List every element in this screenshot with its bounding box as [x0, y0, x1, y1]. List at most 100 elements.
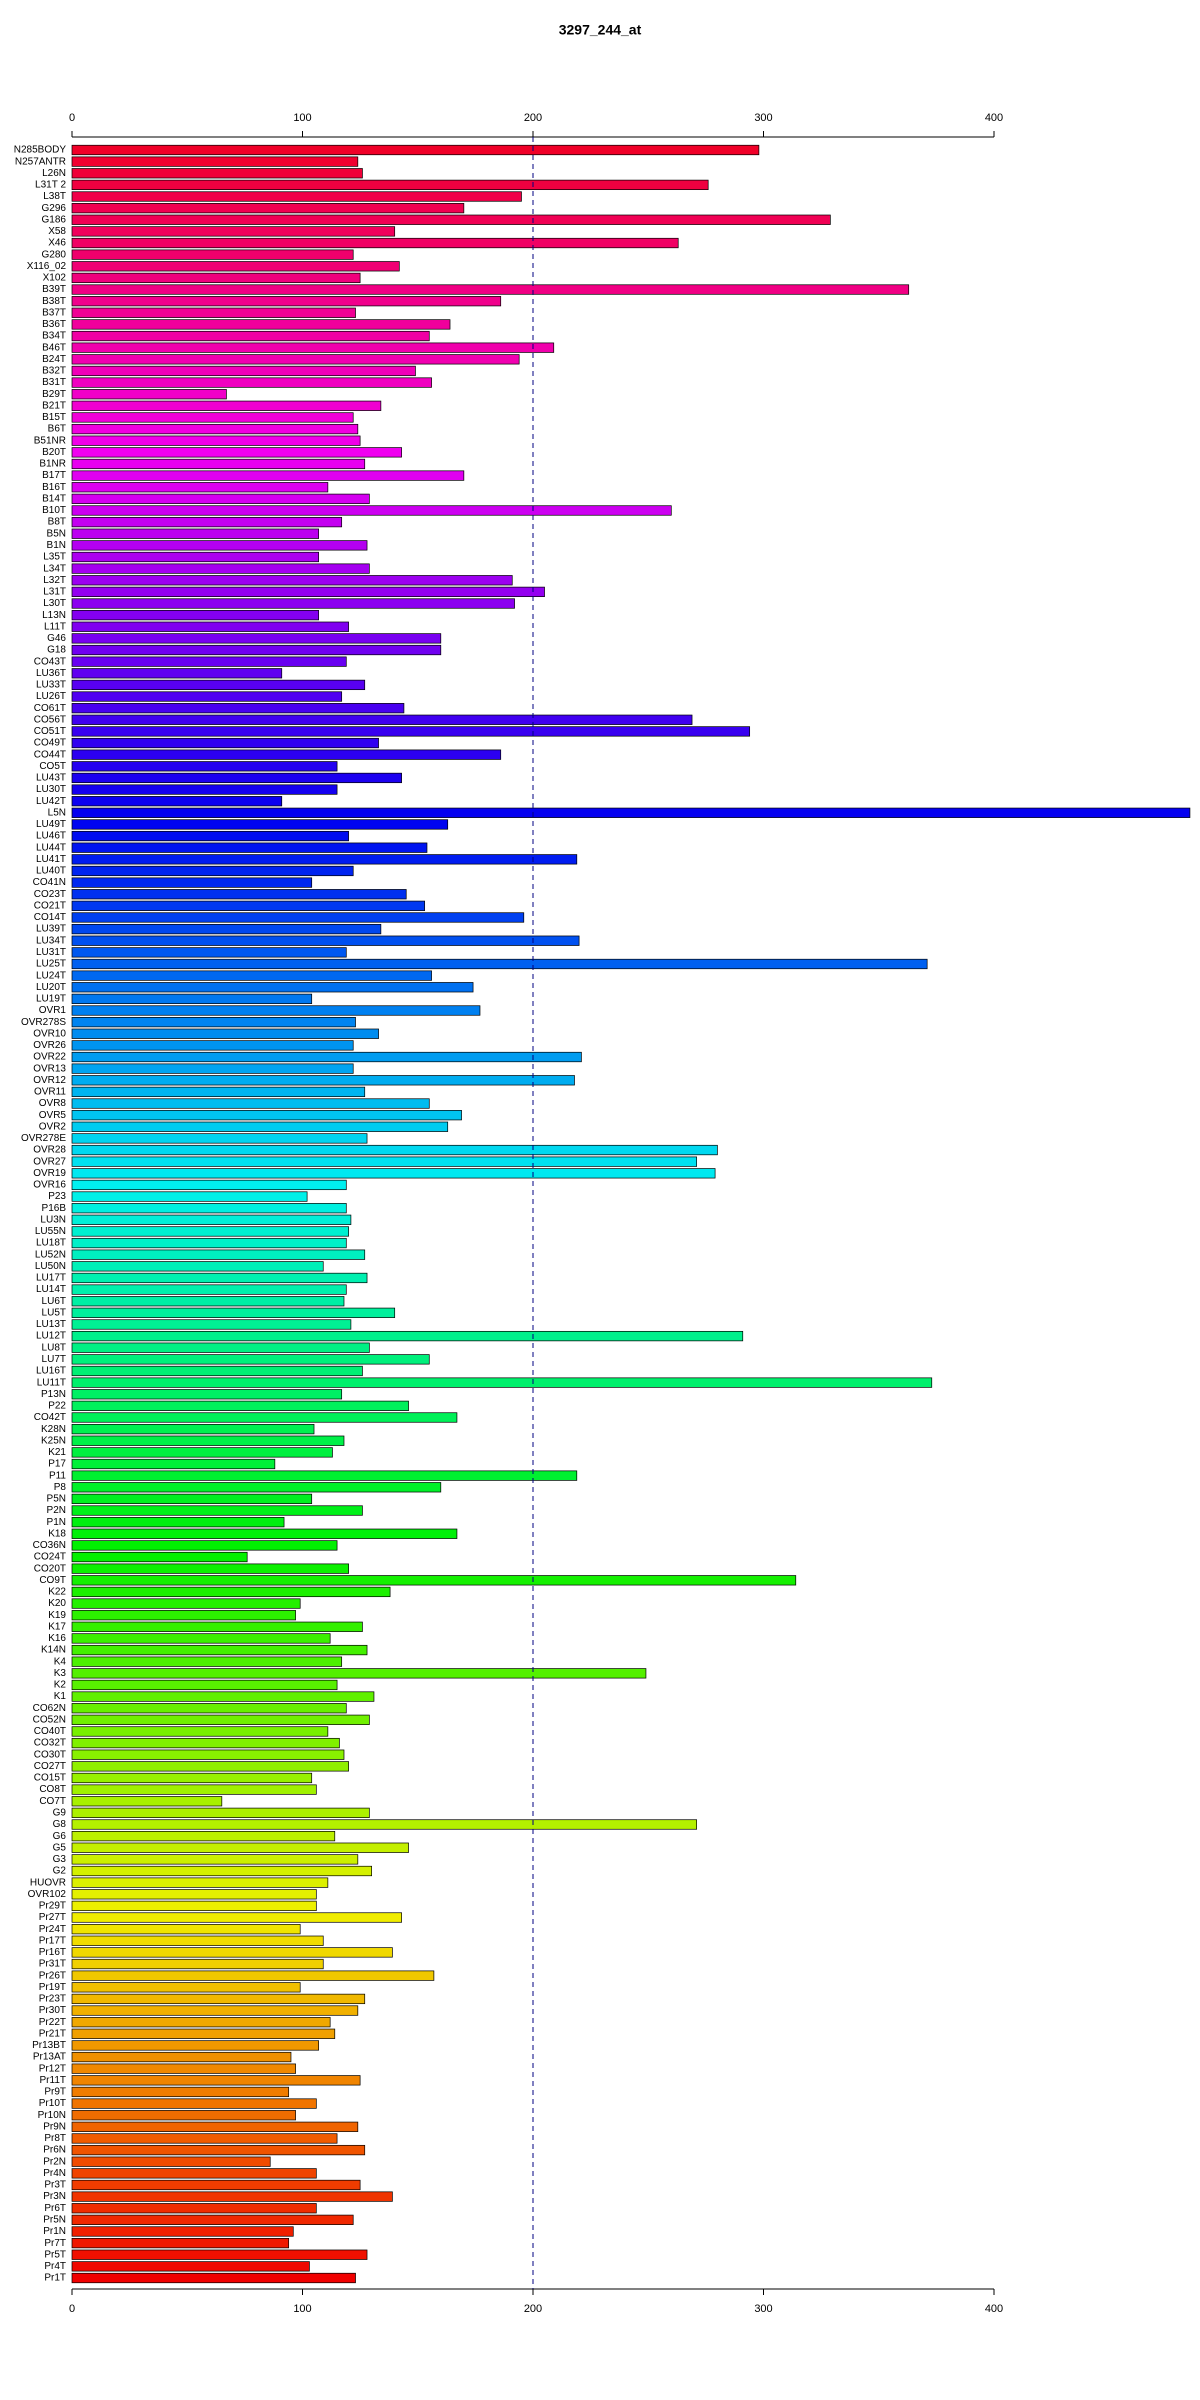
y-tick-label: G5 — [53, 1842, 67, 1853]
bar — [71, 2110, 296, 2121]
bar — [71, 2226, 294, 2237]
y-tick-label: Pr23T — [39, 1994, 66, 2005]
y-tick-label: CO52N — [33, 1714, 66, 1725]
y-tick-label: LU3N — [40, 1214, 66, 1225]
bar — [71, 714, 693, 725]
y-tick-label: OVR8 — [39, 1098, 67, 1109]
bar — [71, 284, 910, 295]
y-tick-label: X58 — [48, 226, 66, 237]
y-tick-label: B17T — [42, 470, 66, 481]
y-tick-label: CO23T — [34, 889, 66, 900]
y-tick-label: B14T — [42, 493, 66, 504]
y-tick-label: L26N — [42, 168, 66, 179]
bar — [71, 854, 578, 865]
y-tick-label: P5N — [47, 1494, 66, 1505]
bar — [71, 1005, 481, 1016]
y-tick-label: G280 — [42, 249, 67, 260]
y-tick-label: P22 — [48, 1401, 66, 1412]
y-tick-label: Pr27T — [39, 1912, 66, 1923]
y-tick-label: Pr4N — [43, 2168, 66, 2179]
y-tick-label: CO15T — [34, 1773, 66, 1784]
y-tick-label: LU20T — [36, 982, 66, 993]
bar — [71, 1354, 430, 1365]
bar — [71, 2017, 331, 2028]
bar — [71, 621, 349, 632]
bar — [71, 377, 432, 388]
bar — [71, 1098, 430, 1109]
y-tick-label: K28N — [41, 1424, 66, 1435]
bar — [71, 737, 379, 749]
bar — [71, 330, 430, 342]
x-tick-label: 400 — [985, 112, 1003, 124]
y-tick-label: P11 — [49, 1470, 66, 1481]
bar — [71, 761, 338, 772]
y-tick-label: L5N — [48, 807, 66, 818]
y-tick-label: Pr17T — [39, 1935, 66, 1946]
bar — [71, 365, 416, 377]
bar — [71, 249, 354, 260]
x-tick-label: 300 — [754, 2303, 772, 2315]
bar — [71, 1028, 379, 1039]
y-tick-label: B21T — [42, 400, 66, 411]
y-tick-label: Pr30T — [39, 2005, 66, 2016]
bar — [71, 2168, 317, 2179]
bar — [71, 2063, 296, 2074]
bar — [71, 877, 313, 888]
y-tick-label: LU40T — [36, 866, 66, 877]
bar — [71, 191, 522, 202]
bar — [71, 1319, 352, 1330]
y-tick-label: LU42T — [36, 796, 66, 807]
bar — [71, 2179, 361, 2191]
bar — [71, 1598, 301, 1609]
y-tick-label: CO8T — [39, 1784, 66, 1795]
y-tick-label: B1NR — [39, 459, 66, 470]
y-tick-label: G18 — [47, 645, 66, 656]
bar — [71, 923, 382, 935]
bar — [71, 2249, 368, 2260]
y-tick-label: CO56T — [34, 714, 66, 725]
bar — [71, 1644, 368, 1656]
y-tick-label: Pr29T — [39, 1901, 66, 1912]
y-tick-label: LU39T — [36, 924, 66, 935]
bar — [71, 2272, 356, 2284]
bar — [71, 598, 515, 609]
y-tick-label: G296 — [42, 203, 67, 214]
y-tick-label: OVR28 — [33, 1145, 66, 1156]
y-tick-label: LU44T — [36, 842, 66, 853]
y-tick-label: LU8T — [42, 1342, 66, 1353]
y-tick-label: CO30T — [34, 1749, 66, 1760]
bar — [71, 865, 354, 877]
y-tick-label: LU24T — [36, 970, 66, 981]
bar — [71, 1424, 315, 1435]
bar — [71, 726, 751, 737]
y-tick-label: Pr26T — [39, 1970, 66, 1981]
bar — [71, 1284, 347, 1295]
y-tick-label: Pr8T — [44, 2133, 66, 2144]
bar — [71, 1842, 409, 1853]
y-tick-label: B37T — [42, 307, 66, 318]
bar — [71, 2121, 359, 2132]
bar — [71, 2191, 393, 2202]
bar — [71, 1505, 363, 1516]
y-tick-label: LU43T — [36, 773, 66, 784]
bar — [71, 1377, 933, 1388]
bar — [71, 2203, 317, 2214]
y-tick-label: B32T — [42, 366, 66, 377]
y-tick-label: K25N — [41, 1435, 66, 1446]
bar — [71, 482, 329, 493]
bar — [71, 1365, 363, 1377]
y-tick-label: B38T — [42, 296, 66, 307]
y-tick-label: LU5T — [42, 1307, 66, 1318]
y-tick-label: Pr21T — [39, 2028, 66, 2039]
y-tick-label: LU19T — [36, 994, 66, 1005]
bar — [71, 703, 405, 714]
bar — [71, 679, 366, 691]
y-tick-label: Pr22T — [39, 2017, 66, 2028]
chart-title: 3297_244_at — [559, 22, 642, 38]
bar — [71, 400, 382, 411]
bar — [71, 2040, 319, 2051]
bar — [71, 237, 679, 249]
bar — [71, 1156, 698, 1167]
y-tick-label: G186 — [42, 214, 67, 225]
y-tick-label: G3 — [53, 1854, 67, 1865]
